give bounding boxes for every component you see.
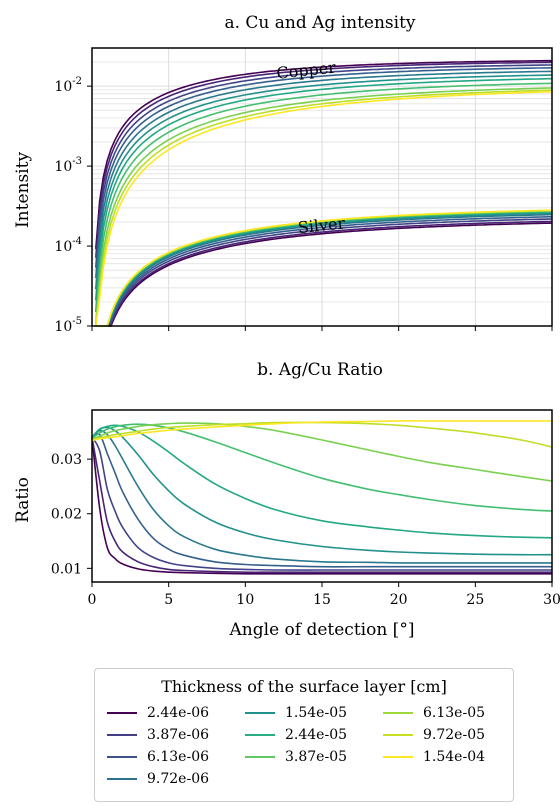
legend-label: 3.87e-06 (147, 727, 210, 743)
ratio-series-line (91, 423, 553, 512)
y-tick-label: 0.01 (51, 561, 82, 577)
panel-a-plot: 10-5 10-4 10-3 10-2 Copper Silver (54, 47, 553, 335)
ratio-series-line (91, 436, 552, 571)
legend-swatch (383, 734, 413, 736)
copper-series-line (95, 70, 552, 290)
copper-series-line (95, 74, 552, 301)
ratio-series-line (91, 424, 553, 539)
panel-a-frame (91, 47, 553, 327)
silver-series-line (95, 216, 552, 327)
legend-entry: 6.13e-06 (107, 749, 209, 765)
ratio-series-line (91, 432, 552, 568)
legend-label: 1.54e-04 (423, 749, 486, 765)
ratio-series-line (91, 420, 552, 442)
silver-series-line (95, 209, 553, 327)
legend-label: 9.72e-05 (423, 727, 486, 743)
panel-b-ylabel: Ratio (13, 477, 33, 523)
legend-entry: 6.13e-05 (383, 705, 485, 721)
series-annotation: Copper (276, 58, 337, 83)
legend-swatch (383, 756, 413, 758)
panel-b-title: b. Ag/Cu Ratio (257, 360, 383, 380)
x-tick-label: 5 (164, 592, 173, 608)
legend-label: 9.72e-06 (147, 771, 210, 787)
copper-series-line (95, 90, 553, 327)
copper-series-line (95, 64, 552, 268)
x-tick-label: 0 (88, 592, 97, 608)
legend-swatch (245, 734, 275, 736)
y-tick-label: 10-3 (54, 156, 82, 175)
legend-swatch (107, 734, 137, 736)
silver-series-line (95, 222, 553, 327)
legend-label: 1.54e-05 (285, 705, 348, 721)
legend-label: 6.13e-05 (423, 705, 486, 721)
panel-a-ylabel: Intensity (13, 152, 33, 228)
panel-a-title: a. Cu and Ag intensity (224, 13, 415, 33)
legend-entry: 1.54e-05 (245, 705, 347, 721)
legend-label: 2.44e-05 (285, 727, 348, 743)
copper-series-line (95, 82, 553, 325)
panel-b-frame (91, 409, 553, 583)
legend-label: 2.44e-06 (147, 705, 210, 721)
legend-swatch (245, 712, 275, 714)
copper-series-line (95, 59, 552, 249)
y-tick-label: 0.03 (51, 452, 82, 468)
silver-series-line (95, 212, 553, 327)
ratio-series-line (91, 421, 553, 448)
silver-series-line (95, 220, 553, 327)
series-annotation: Silver (297, 213, 346, 237)
y-tick-label: 10-4 (54, 236, 82, 255)
silver-series-line (95, 213, 553, 327)
legend-swatch (107, 778, 137, 780)
x-tick-label: 10 (236, 592, 254, 608)
legend-entry: 1.54e-04 (383, 749, 485, 765)
x-tick-label: 25 (466, 592, 484, 608)
y-tick-label: 10-5 (54, 316, 82, 335)
legend-label: 6.13e-06 (147, 749, 210, 765)
legend: Thickness of the surface layer [cm] 2.44… (94, 668, 514, 802)
x-tick-label: 30 (543, 592, 560, 608)
copper-series-line (95, 87, 553, 327)
legend-entry: 2.44e-06 (107, 705, 209, 721)
ratio-series-line (91, 437, 552, 575)
legend-entry: 9.72e-06 (107, 771, 209, 787)
ratio-series-line (91, 437, 552, 574)
y-tick-label: 10-2 (54, 76, 82, 95)
legend-entry: 9.72e-05 (383, 727, 485, 743)
legend-entry: 3.87e-05 (245, 749, 347, 765)
legend-swatch (383, 712, 413, 714)
copper-series-line (95, 61, 553, 258)
panel-b-plot: 0 5 10 15 20 25 30 0.01 0.02 0.03 (51, 420, 560, 608)
legend-swatch (107, 756, 137, 758)
copper-series-line (95, 67, 553, 278)
legend-swatch (245, 756, 275, 758)
legend-entry: 2.44e-05 (245, 727, 347, 743)
y-tick-label: 0.02 (51, 507, 82, 523)
ratio-series-line (91, 429, 552, 564)
x-tick-label: 15 (313, 592, 331, 608)
ratio-series-line (91, 422, 553, 482)
legend-swatch (107, 712, 137, 714)
silver-series-line (95, 218, 553, 327)
copper-series-line (95, 77, 552, 312)
legend-title: Thickness of the surface layer [cm] (161, 677, 447, 696)
legend-entry: 3.87e-06 (107, 727, 209, 743)
panel-b-xlabel: Angle of detection [°] (229, 620, 415, 640)
legend-label: 3.87e-05 (285, 749, 348, 765)
copper-series-line (95, 89, 553, 327)
x-tick-label: 20 (390, 592, 408, 608)
